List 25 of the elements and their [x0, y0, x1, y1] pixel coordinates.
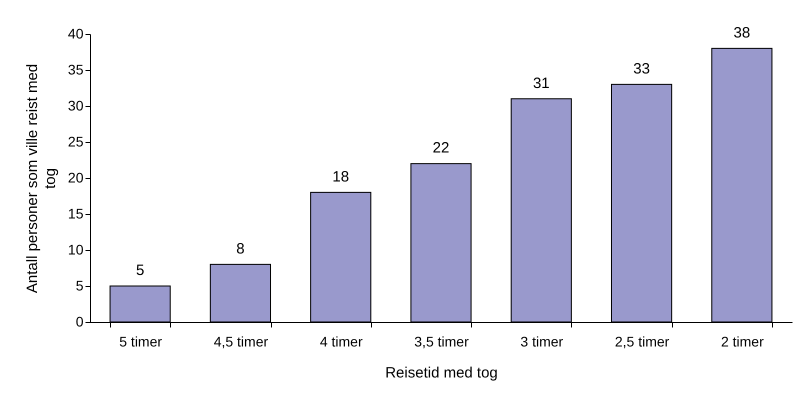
x-axis-title: Reisetid med tog [385, 364, 498, 382]
data-label: 5 [136, 262, 144, 279]
x-tick-label: 3,5 timer [414, 334, 470, 350]
y-tick-label: 25 [68, 134, 84, 150]
data-label: 18 [332, 168, 350, 186]
data-label: 8 [236, 240, 245, 258]
y-tick-label: 15 [68, 206, 84, 222]
y-tick-label: 40 [68, 26, 84, 42]
y-tick-label: 10 [68, 242, 84, 258]
x-tick-label: 2 timer [720, 334, 764, 350]
x-tick-label: 4 timer [320, 334, 363, 350]
data-label: 31 [532, 74, 550, 92]
y-tick-label: 20 [68, 170, 84, 186]
y-tick-label: 5 [76, 278, 84, 294]
y-tick-label: 30 [68, 98, 84, 114]
data-label: 38 [734, 24, 750, 42]
data-label: 33 [633, 60, 650, 78]
x-tick-label: 2,5 timer [614, 334, 670, 350]
y-tick-label: 0 [76, 314, 84, 330]
y-axis-title: Antall personer som ville reist med tog [24, 64, 59, 294]
y-tick-label: 35 [68, 62, 84, 78]
x-tick-label: 4,5 timer [214, 334, 268, 350]
data-label: 22 [432, 140, 450, 157]
x-tick-label: 3 timer [520, 334, 564, 350]
x-tick-label: 5 timer [119, 334, 162, 350]
